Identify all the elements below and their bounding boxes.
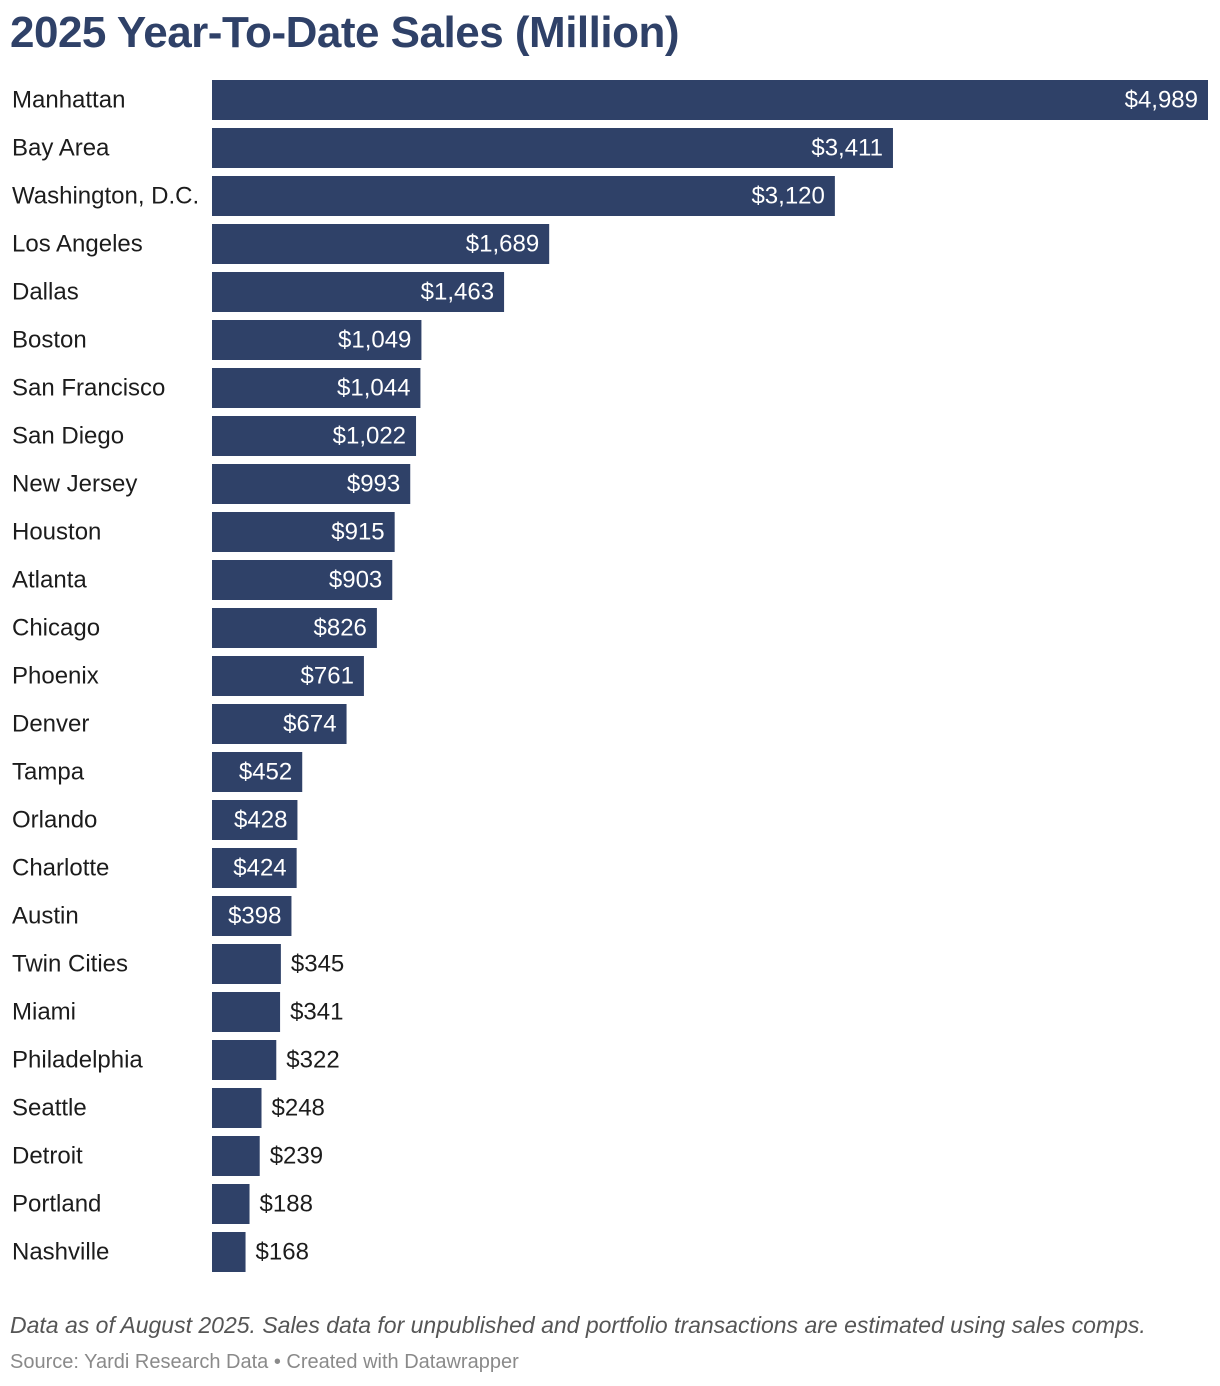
value-label: $1,689 — [466, 231, 539, 258]
value-label: $3,411 — [811, 135, 883, 162]
category-label: Philadelphia — [12, 1047, 143, 1074]
value-label: $428 — [234, 807, 287, 834]
value-label: $248 — [272, 1095, 325, 1122]
value-label: $188 — [260, 1191, 313, 1218]
category-label: New Jersey — [12, 471, 137, 498]
bar — [212, 176, 835, 216]
category-label: Detroit — [12, 1143, 83, 1170]
bar — [212, 800, 298, 840]
chart-notes: Data as of August 2025. Sales data for u… — [10, 1312, 1146, 1338]
bar — [212, 704, 347, 744]
value-label: $398 — [228, 903, 281, 930]
category-label: Nashville — [12, 1239, 109, 1266]
category-label: Manhattan — [12, 87, 125, 114]
bar — [212, 80, 1208, 120]
value-label: $168 — [256, 1239, 309, 1266]
category-label: Miami — [12, 999, 76, 1026]
bar — [212, 368, 421, 408]
bar — [212, 560, 393, 600]
category-label: San Diego — [12, 423, 124, 450]
category-label: Bay Area — [12, 135, 110, 162]
bar — [212, 656, 364, 696]
bar — [212, 416, 417, 456]
category-label: Los Angeles — [12, 231, 143, 258]
bar — [212, 512, 395, 552]
value-label: $4,989 — [1125, 87, 1198, 114]
category-label: San Francisco — [12, 375, 165, 402]
bar — [212, 752, 303, 792]
value-label: $761 — [301, 663, 354, 690]
category-label: Chicago — [12, 615, 100, 642]
value-label: $993 — [347, 471, 400, 498]
bar — [212, 272, 505, 312]
category-label: Charlotte — [12, 855, 109, 882]
bar — [212, 128, 893, 168]
value-label: $903 — [329, 567, 382, 594]
value-label: $1,463 — [421, 279, 494, 306]
bar — [212, 1040, 277, 1080]
category-label: Portland — [12, 1191, 101, 1218]
category-label: Houston — [12, 519, 101, 546]
bar-chart: Manhattan $4,989 Bay Area $3,411 Washington,… — [12, 80, 1208, 1272]
bar — [212, 944, 281, 984]
value-label: $345 — [291, 951, 344, 978]
value-label: $452 — [239, 759, 292, 786]
value-label: $1,049 — [338, 327, 411, 354]
value-label: $3,120 — [751, 183, 824, 210]
value-label: $674 — [283, 711, 336, 738]
category-label: Twin Cities — [12, 951, 128, 978]
bar — [212, 896, 292, 936]
category-label: Atlanta — [12, 567, 87, 594]
bar — [212, 1232, 246, 1272]
category-label: Dallas — [12, 279, 79, 306]
category-label: Seattle — [12, 1095, 87, 1122]
bar — [212, 464, 411, 504]
value-label: $341 — [290, 999, 343, 1026]
bar — [212, 992, 281, 1032]
category-label: Washington, D.C. — [12, 183, 199, 210]
category-label: Tampa — [12, 759, 85, 786]
bar — [212, 320, 422, 360]
chart-source: Source: Yardi Research Data • Created wi… — [10, 1351, 519, 1373]
bar — [212, 848, 297, 888]
value-label: $826 — [314, 615, 367, 642]
value-label: $239 — [270, 1143, 323, 1170]
category-label: Austin — [12, 903, 79, 930]
category-label: Denver — [12, 711, 89, 738]
value-label: $1,022 — [333, 423, 406, 450]
value-label: $915 — [331, 519, 384, 546]
bar — [212, 1088, 262, 1128]
value-label: $322 — [286, 1047, 339, 1074]
value-label: $1,044 — [337, 375, 410, 402]
bar — [212, 224, 550, 264]
bar — [212, 608, 377, 648]
chart-title: 2025 Year-To-Date Sales (Million) — [10, 8, 680, 57]
category-label: Boston — [12, 327, 87, 354]
value-label: $424 — [233, 855, 286, 882]
category-label: Orlando — [12, 807, 97, 834]
category-label: Phoenix — [12, 663, 99, 690]
bar — [212, 1136, 260, 1176]
bar — [212, 1184, 250, 1224]
